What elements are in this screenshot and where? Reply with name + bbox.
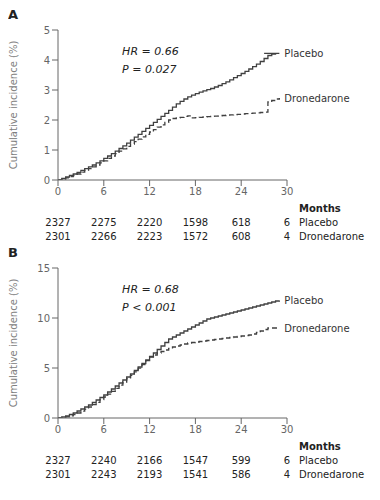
svg-text:Placebo: Placebo [284,48,323,59]
svg-text:6: 6 [101,424,107,435]
html-text:618: 618 [231,217,251,228]
html-text:1547: 1547 [182,455,209,466]
svg-text:10: 10 [37,313,50,324]
html-text:P = 0.027: P = 0.027 [122,63,177,76]
svg-text:Dronedarone: Dronedarone [284,323,349,334]
html-text:608: 608 [231,231,251,242]
html-text:A: A [8,7,19,22]
html-text:2166: 2166 [136,455,163,466]
svg-text:15: 15 [37,263,50,274]
svg-text:12: 12 [143,424,156,435]
html-text:P < 0.001: P < 0.001 [122,301,177,314]
html-text:2193: 2193 [136,469,163,480]
html-text:Months: Months [299,203,341,214]
html-text:Months: Months [299,441,341,452]
svg-text:Dronedarone: Dronedarone [284,93,349,104]
svg-text:6: 6 [101,186,107,197]
html-text:2275: 2275 [91,217,117,228]
html-text:2301: 2301 [45,231,71,242]
html-text:2327: 2327 [45,455,71,466]
html-text:2266: 2266 [91,231,117,242]
html-text:B: B [8,245,18,260]
html-text:2223: 2223 [136,231,163,242]
svg-text:1: 1 [44,145,50,156]
svg-text:Placebo: Placebo [284,295,323,306]
html-text:6: 6 [283,455,291,466]
svg-text:0: 0 [55,424,61,435]
svg-text:4: 4 [44,55,50,66]
html-text:1541: 1541 [182,469,209,480]
svg-text:5: 5 [44,25,50,36]
html-text:2220: 2220 [136,217,163,228]
html-text:2301: 2301 [45,469,71,480]
svg-text:18: 18 [189,424,202,435]
svg-text:0: 0 [55,186,61,197]
html-text:1572: 1572 [182,231,209,242]
html-text:1598: 1598 [182,217,209,228]
svg-text:24: 24 [235,424,248,435]
html-text:6: 6 [283,217,291,228]
html-text:Placebo: Placebo [299,455,339,466]
svg-text:Cumulative incidence (%): Cumulative incidence (%) [8,279,19,408]
html-text:4: 4 [283,231,291,242]
html-text:HR = 0.66: HR = 0.66 [122,45,179,58]
svg-text:Cumulative incidence (%): Cumulative incidence (%) [8,41,19,170]
html-text:Placebo: Placebo [299,217,339,228]
html-text:599: 599 [231,455,251,466]
html-text:2240: 2240 [91,455,117,466]
svg-text:24: 24 [235,186,248,197]
svg-text:0: 0 [44,175,50,186]
svg-text:30: 30 [281,424,294,435]
svg-text:30: 30 [281,186,294,197]
html-text:HR = 0.68: HR = 0.68 [122,283,179,296]
html-text:Dronedarone: Dronedarone [299,231,365,242]
html-text:2327: 2327 [45,217,71,228]
svg-text:12: 12 [143,186,156,197]
html-text:Dronedarone: Dronedarone [299,469,365,480]
svg-text:18: 18 [189,186,202,197]
html-text:4: 4 [283,469,291,480]
svg-text:3: 3 [44,85,50,96]
svg-text:0: 0 [44,413,50,424]
html-text:2243: 2243 [91,469,117,480]
svg-text:2: 2 [44,115,50,126]
svg-text:5: 5 [44,363,50,374]
html-text:586: 586 [231,469,251,480]
